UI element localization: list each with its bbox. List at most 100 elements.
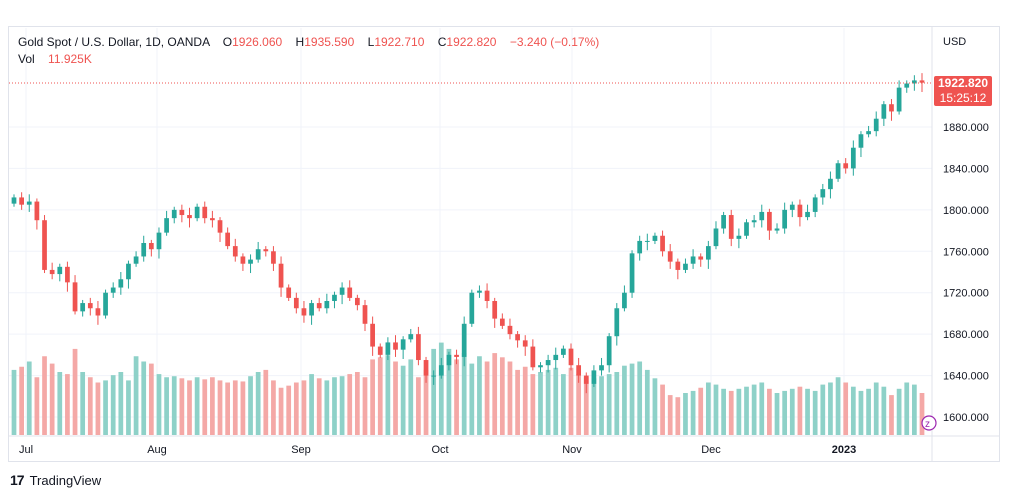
volume-bar bbox=[896, 388, 902, 435]
chart-frame bbox=[8, 26, 1000, 462]
candle-body bbox=[110, 287, 116, 293]
candle-body bbox=[57, 266, 63, 275]
volume-bar bbox=[148, 363, 154, 435]
open-label: O bbox=[222, 35, 233, 49]
candle-body bbox=[263, 249, 269, 252]
candle-body bbox=[87, 303, 93, 309]
candle-body bbox=[705, 246, 711, 260]
price-tick-label: 1880.000 bbox=[943, 122, 989, 134]
time-tick-label: Jul bbox=[19, 444, 33, 456]
time-tick-label: Dec bbox=[701, 444, 721, 456]
volume-bar bbox=[42, 356, 47, 435]
candle-body bbox=[561, 348, 566, 355]
volume-bar bbox=[507, 361, 513, 435]
volume-bar bbox=[332, 377, 337, 435]
volume-bar bbox=[522, 366, 528, 435]
candle-body bbox=[912, 80, 917, 84]
time-axis-labels: Jul Aug Sep Oct Nov Dec 2023 bbox=[19, 444, 856, 456]
last-price-tag: 1922.820 15:25:12 bbox=[934, 76, 992, 106]
candle-body bbox=[202, 206, 208, 219]
volume-bar bbox=[538, 372, 543, 435]
volume-bar bbox=[95, 382, 101, 435]
volume-bar bbox=[309, 374, 314, 435]
candle-body bbox=[301, 308, 307, 316]
volume-bar bbox=[820, 384, 826, 435]
candle-body bbox=[690, 256, 696, 264]
volume-bar bbox=[805, 388, 810, 435]
volume-bar bbox=[446, 348, 452, 435]
candle-body bbox=[492, 301, 498, 319]
volume-bar bbox=[454, 359, 459, 435]
volume-bar bbox=[278, 387, 284, 435]
volume-bar bbox=[751, 384, 757, 435]
candle-body bbox=[393, 342, 398, 350]
volume-bar bbox=[690, 390, 696, 435]
volume-bar bbox=[286, 385, 292, 435]
candle-body bbox=[293, 297, 299, 309]
countdown-timer: 15:25:12 bbox=[939, 91, 987, 105]
volume-bar bbox=[217, 380, 223, 435]
candle-body bbox=[377, 346, 383, 355]
close-value: 1922.820 bbox=[446, 35, 497, 49]
candle-body bbox=[362, 305, 368, 324]
volume-bar bbox=[782, 390, 788, 435]
candle-body bbox=[782, 209, 788, 229]
candle-body bbox=[774, 228, 780, 231]
volume-bar bbox=[553, 367, 559, 435]
volume-bar bbox=[133, 356, 139, 435]
high-value: 1935.590 bbox=[304, 35, 355, 49]
volume-bar bbox=[797, 386, 803, 435]
candle-body bbox=[538, 365, 543, 368]
time-tick-label: Sep bbox=[291, 444, 311, 456]
volume-bar bbox=[736, 388, 742, 435]
candle-body bbox=[408, 334, 414, 340]
candle-body bbox=[820, 189, 826, 198]
volume-bar bbox=[698, 387, 704, 435]
volume-bar bbox=[141, 361, 147, 435]
volume-bar bbox=[194, 377, 200, 435]
candle-body bbox=[278, 263, 284, 288]
volume-bar bbox=[301, 380, 307, 435]
brand-footer[interactable]: 17 TradingView bbox=[10, 472, 101, 488]
candle-body bbox=[370, 323, 375, 347]
close-label: C bbox=[437, 35, 447, 49]
volume-bar bbox=[705, 382, 711, 435]
volume-bar bbox=[408, 359, 414, 435]
candle-body bbox=[65, 266, 70, 283]
candle-body bbox=[507, 325, 513, 335]
candle-body bbox=[454, 354, 459, 357]
candle-body bbox=[660, 235, 665, 252]
candle-body bbox=[225, 232, 231, 247]
volume-bar bbox=[232, 380, 238, 435]
volume-bar bbox=[49, 363, 55, 435]
candle-body bbox=[576, 365, 582, 376]
volume-bar bbox=[492, 353, 498, 435]
volume-bar bbox=[660, 384, 665, 435]
candle-body bbox=[850, 147, 856, 169]
volume-bar bbox=[568, 367, 574, 435]
candle-body bbox=[812, 197, 818, 212]
candle-body bbox=[42, 220, 47, 270]
volume-bar bbox=[438, 342, 444, 435]
volume-bar bbox=[461, 353, 467, 435]
candle-body bbox=[80, 303, 86, 312]
last-price-value: 1922.820 bbox=[937, 76, 989, 90]
volume-bar bbox=[423, 369, 429, 435]
volume-bar bbox=[347, 374, 353, 435]
volume-bar bbox=[370, 359, 375, 435]
volume-bar bbox=[179, 378, 185, 435]
legend: Gold Spot / U.S. Dollar, 1D, OANDA O1926… bbox=[18, 34, 599, 68]
candle-body bbox=[683, 263, 688, 270]
symbol-title[interactable]: Gold Spot / U.S. Dollar, 1D, OANDA bbox=[18, 35, 210, 49]
candle-body bbox=[210, 218, 215, 221]
volume-bar bbox=[248, 376, 253, 435]
candle-body bbox=[866, 131, 871, 135]
candle-body bbox=[789, 204, 795, 210]
candle-body bbox=[698, 256, 704, 260]
candle-body bbox=[835, 163, 841, 179]
go-to-realtime-icon[interactable] bbox=[921, 415, 937, 431]
volume-bar bbox=[866, 388, 871, 435]
volume-bar bbox=[324, 380, 330, 435]
high-label: H bbox=[295, 35, 305, 49]
